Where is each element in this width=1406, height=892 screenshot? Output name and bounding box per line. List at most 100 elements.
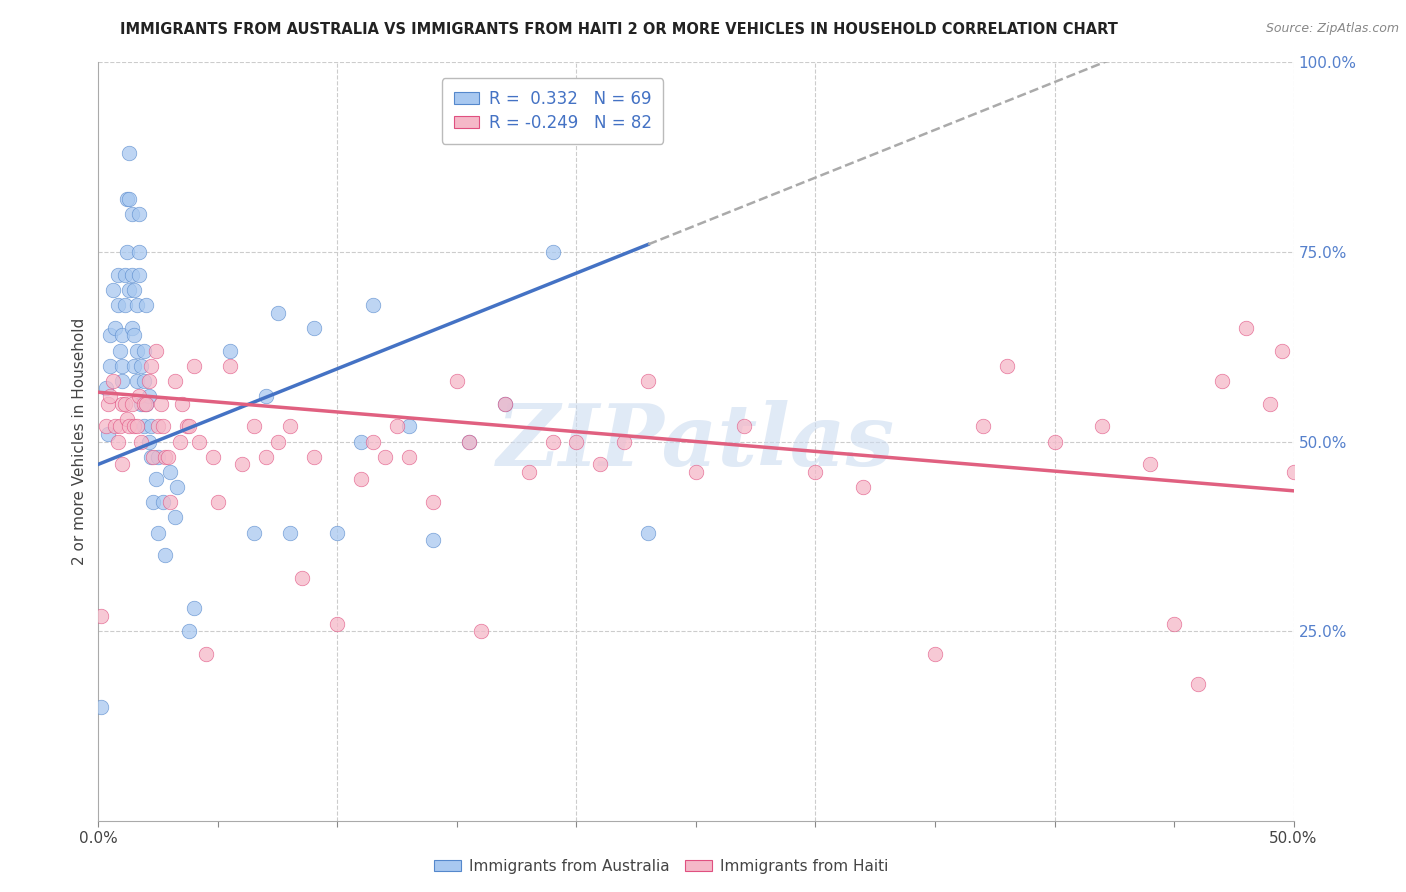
Point (97, 396, 120, 410)
Point (111, 374, 134, 388)
Point (254, 389, 277, 403)
Point (202, 450, 225, 464)
Point (446, 374, 468, 388)
Y-axis label: 2 or more Vehicles in Household: 2 or more Vehicles in Household (72, 318, 87, 566)
Point (107, 434, 129, 449)
Point (148, 450, 170, 464)
Point (121, 320, 143, 334)
Point (1187, 677, 1209, 691)
Point (139, 419, 162, 434)
Point (219, 343, 242, 358)
Point (326, 616, 349, 631)
Point (179, 624, 201, 639)
Point (131, 359, 153, 373)
Point (278, 525, 301, 540)
Point (111, 328, 134, 343)
Point (995, 359, 1018, 373)
Point (139, 359, 162, 373)
Point (363, 434, 385, 449)
Point (1282, 465, 1305, 479)
Point (142, 495, 165, 509)
Point (108, 343, 131, 358)
Point (135, 396, 157, 410)
Point (176, 419, 198, 434)
Point (350, 434, 373, 449)
Point (398, 419, 420, 434)
Point (541, 244, 564, 259)
Legend: Immigrants from Australia, Immigrants from Haiti: Immigrants from Australia, Immigrants fr… (427, 853, 894, 880)
Point (1234, 320, 1257, 334)
Point (121, 268, 143, 282)
Point (685, 465, 707, 479)
Point (111, 458, 134, 472)
Point (804, 465, 827, 479)
Point (145, 473, 167, 487)
Point (131, 434, 153, 449)
Point (243, 525, 266, 540)
Point (458, 434, 481, 449)
Point (125, 419, 148, 434)
Point (1139, 458, 1161, 472)
Point (107, 298, 129, 312)
Point (231, 458, 253, 472)
Point (121, 207, 143, 221)
Legend: R =  0.332   N = 69, R = -0.249   N = 82: R = 0.332 N = 69, R = -0.249 N = 82 (441, 78, 664, 144)
Point (156, 450, 179, 464)
Point (138, 374, 160, 388)
Point (98, 359, 122, 373)
Point (98, 328, 122, 343)
Point (124, 419, 146, 434)
Point (124, 283, 146, 297)
Point (111, 359, 134, 373)
Point (363, 298, 385, 312)
Point (374, 450, 396, 464)
Point (128, 244, 150, 259)
Point (291, 571, 314, 585)
Point (267, 434, 290, 449)
Point (924, 647, 946, 661)
Point (458, 434, 481, 449)
Point (124, 359, 146, 373)
Point (118, 419, 141, 434)
Point (852, 480, 875, 494)
Point (132, 419, 155, 434)
Point (101, 283, 124, 297)
Point (1163, 616, 1185, 631)
Point (98, 389, 122, 403)
Point (219, 359, 242, 373)
Point (422, 495, 444, 509)
Point (118, 283, 141, 297)
Point (108, 419, 131, 434)
Point (115, 192, 138, 206)
Point (128, 207, 150, 221)
Point (169, 434, 191, 449)
Point (183, 601, 205, 615)
Point (104, 320, 127, 334)
Point (90, 699, 112, 714)
Point (159, 465, 181, 479)
Point (385, 419, 409, 434)
Point (195, 647, 218, 661)
Point (254, 450, 277, 464)
Point (97, 427, 120, 442)
Point (1043, 434, 1066, 449)
Point (148, 525, 170, 540)
Point (142, 450, 165, 464)
Point (163, 374, 186, 388)
Point (135, 396, 157, 410)
Point (187, 434, 209, 449)
Point (114, 298, 136, 312)
Point (138, 389, 160, 403)
Point (125, 298, 148, 312)
Point (152, 495, 174, 509)
Point (132, 374, 155, 388)
Point (350, 473, 373, 487)
Point (94, 419, 117, 434)
Point (101, 374, 124, 388)
Point (114, 396, 136, 410)
Point (148, 419, 170, 434)
Point (494, 396, 516, 410)
Point (118, 146, 141, 161)
Point (135, 298, 157, 312)
Point (326, 525, 349, 540)
